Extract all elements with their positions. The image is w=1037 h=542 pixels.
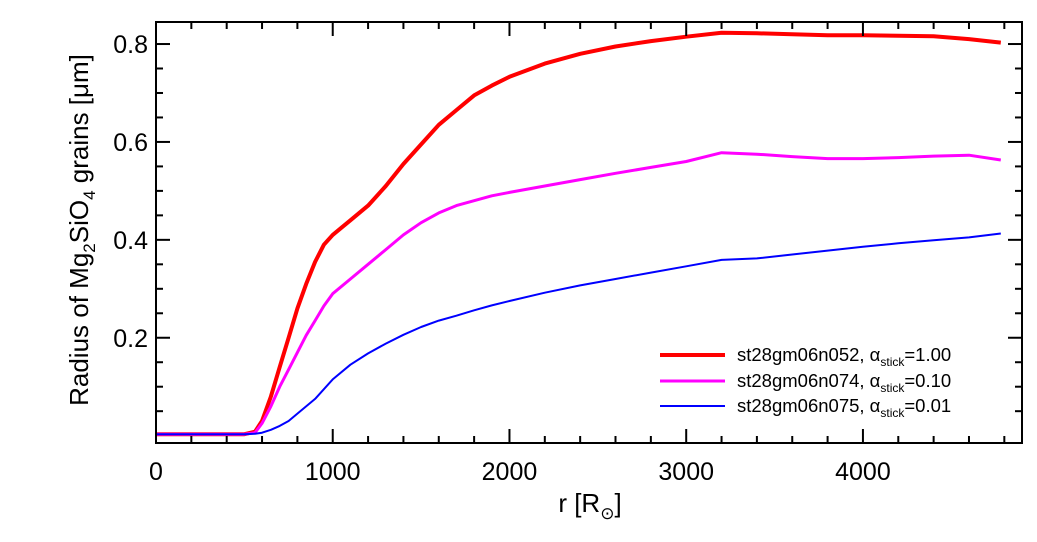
y-tick-label: 0.6	[113, 129, 148, 157]
x-tick-label: 3000	[658, 458, 714, 486]
y-axis-title-mid: SiO	[64, 200, 94, 243]
x-axis-title: r [R⊙]	[558, 488, 621, 523]
x-axis-title-main: r [R	[558, 488, 600, 518]
y-tick-label: 0.4	[113, 227, 148, 255]
x-tick-label: 4000	[835, 458, 891, 486]
legend-label-series-1-tail: =1.00	[904, 344, 951, 365]
y-axis-title-pre: Radius of Mg	[64, 253, 94, 406]
x-tick-label: 0	[149, 458, 163, 486]
legend-label-series-2: st28gm06n074, αstick=0.10	[737, 370, 951, 395]
series-line-1	[156, 30, 1002, 437]
x-axis-title-close: ]	[614, 488, 621, 518]
y-tick-label: 0.8	[113, 31, 148, 59]
legend-label-series-3-sub: stick	[880, 406, 905, 420]
plot-area	[156, 30, 1002, 437]
plot-frame	[155, 21, 1023, 444]
legend-label-series-3-base: st28gm06n075, α	[737, 395, 881, 416]
y-axis-title-sub2: 4	[80, 190, 99, 199]
legend-label-series-2-base: st28gm06n074, α	[737, 370, 881, 391]
legend-label-series-3-tail: =0.01	[904, 395, 951, 416]
y-axis-title-post: grains [μm]	[64, 54, 94, 190]
legend: st28gm06n052, αstick=1.00 st28gm06n074, …	[660, 344, 951, 420]
series-line-2	[156, 151, 1002, 436]
y-tick-label: 0.2	[113, 325, 148, 353]
axis-ticks	[155, 22, 1022, 443]
x-tick-label: 2000	[482, 458, 538, 486]
y-axis-title: Radius of Mg2SiO4 grains [μm]	[64, 54, 99, 406]
legend-label-series-1-base: st28gm06n052, α	[737, 344, 881, 365]
legend-label-series-3: st28gm06n075, αstick=0.01	[737, 395, 951, 420]
x-tick-label: 1000	[305, 458, 361, 486]
legend-label-series-2-sub: stick	[880, 381, 905, 395]
series-line-3	[156, 232, 1001, 436]
legend-label-series-1-sub: stick	[880, 355, 905, 369]
legend-label-series-1: st28gm06n052, αstick=1.00	[737, 344, 951, 369]
y-axis-title-sub1: 2	[80, 243, 99, 252]
tick-labels: 0 1000 2000 3000 4000 0.2 0.4 0.6 0.8	[113, 31, 891, 486]
x-axis-title-symbol: ⊙	[600, 504, 614, 523]
legend-label-series-2-tail: =0.10	[904, 370, 951, 391]
